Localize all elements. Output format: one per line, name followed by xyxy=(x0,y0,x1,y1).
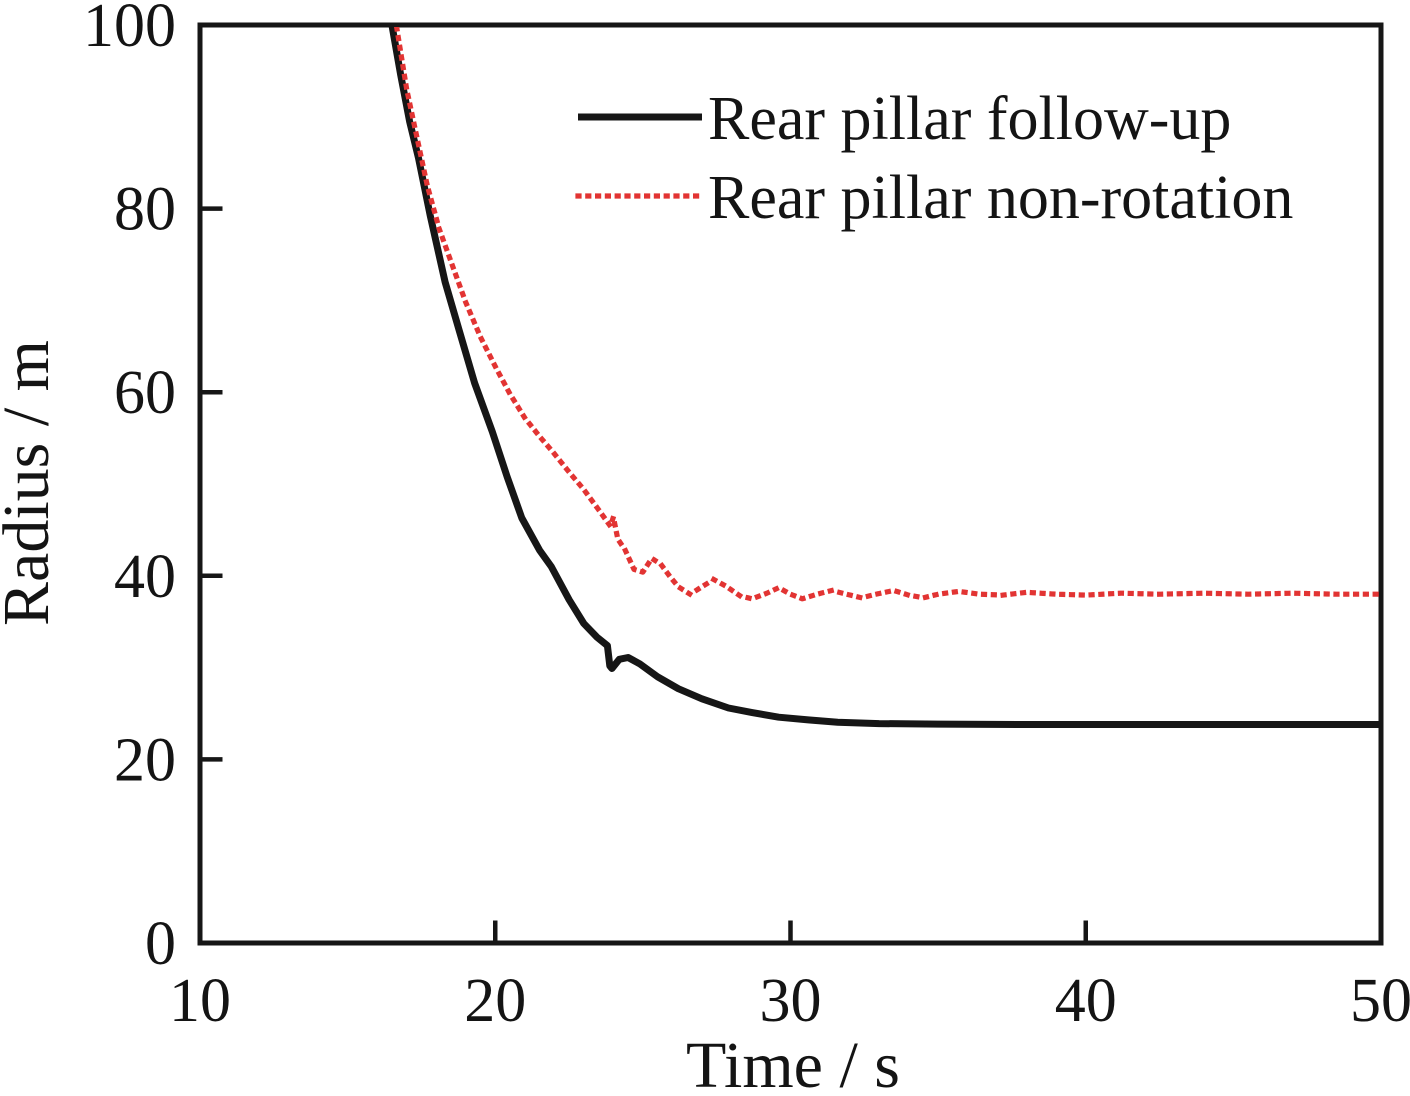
y-tick-label: 100 xyxy=(83,0,176,60)
plot-frame xyxy=(197,22,1384,946)
x-tick-label: 10 xyxy=(169,967,231,1035)
x-axis-title: Time / s xyxy=(686,1029,900,1096)
series-line-rear-pillar-non-rotation xyxy=(393,27,1379,602)
y-tick-label: 60 xyxy=(114,359,176,427)
y-axis-tick-labels: 0 20 40 60 80 100 xyxy=(83,0,176,978)
y-axis-ticks xyxy=(202,206,223,762)
y-axis-title: Radius / m xyxy=(0,340,63,626)
legend-label-follow-up: Rear pillar follow-up xyxy=(708,85,1231,153)
x-axis-tick-labels: 10 20 30 40 50 xyxy=(169,967,1410,1035)
legend-label-non-rotation: Rear pillar non-rotation xyxy=(708,164,1293,232)
x-tick-label: 30 xyxy=(760,967,822,1035)
x-tick-label: 20 xyxy=(464,967,526,1035)
series-line-rear-pillar-follow-up xyxy=(388,27,1379,728)
y-tick-label: 40 xyxy=(114,543,176,611)
legend: Rear pillar follow-up Rear pillar non-ro… xyxy=(575,85,1293,232)
y-tick-label: 0 xyxy=(145,910,176,978)
y-tick-label: 80 xyxy=(114,176,176,244)
x-axis-ticks xyxy=(493,920,1088,941)
y-tick-label: 20 xyxy=(114,726,176,794)
x-tick-label: 50 xyxy=(1350,967,1410,1035)
plot-series-group xyxy=(388,27,1379,728)
x-tick-label: 40 xyxy=(1055,967,1117,1035)
